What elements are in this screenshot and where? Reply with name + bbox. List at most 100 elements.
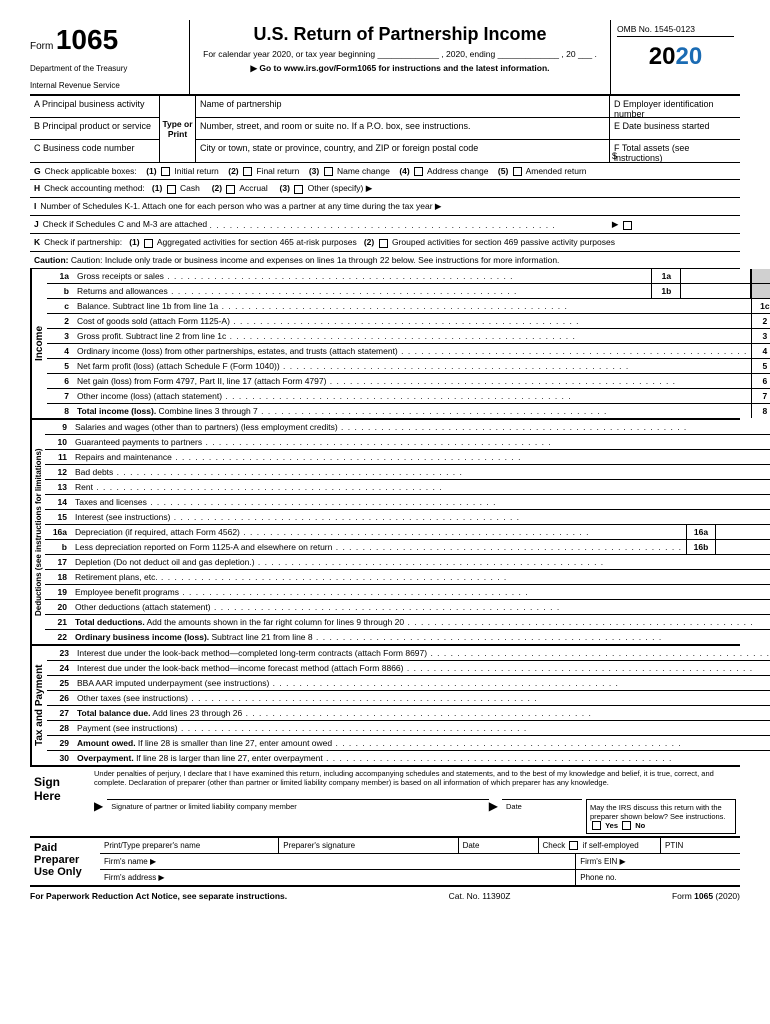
line-description: Taxes and licenses (71, 495, 770, 509)
line-description: Ordinary business income (loss). Subtrac… (71, 630, 770, 644)
amount-line-number: 8 (751, 404, 770, 418)
line-description: Overpayment. If line 28 is larger than l… (73, 751, 770, 765)
preparer-self-employed: Check if self-employed (539, 838, 662, 853)
checkbox-address-change[interactable] (414, 167, 423, 176)
partnership-name-field[interactable]: Name of partnership (196, 96, 609, 118)
firm-name-field[interactable]: Firm's name ▶ (100, 854, 576, 869)
checkbox-discuss-no[interactable] (622, 821, 631, 830)
sub-line-number: 16b (686, 540, 716, 554)
address-field[interactable]: Number, street, and room or suite no. If… (196, 118, 609, 140)
phone-field[interactable]: Phone no. (576, 870, 740, 885)
line-number: 28 (47, 721, 73, 735)
checkbox-cash[interactable] (167, 185, 176, 194)
checkbox-aggregated[interactable] (144, 239, 153, 248)
line-description: Interest due under the look-back method—… (73, 646, 770, 660)
sub-amount-field[interactable] (716, 540, 770, 554)
field-e[interactable]: E Date business started (610, 118, 740, 140)
tax-year: 2020 (617, 43, 734, 71)
line-8: 8Total income (loss). Combine lines 3 th… (47, 404, 770, 418)
sub-line-number: 1a (651, 269, 681, 283)
preparer-date-field[interactable]: Date (459, 838, 539, 853)
line-19: 19Employee benefit programs19 (45, 585, 770, 600)
line-number: 2 (47, 314, 73, 328)
checkbox-grouped[interactable] (379, 239, 388, 248)
line-29: 29Amount owed. If line 28 is smaller tha… (47, 736, 770, 751)
checkbox-final-return[interactable] (243, 167, 252, 176)
dept-line1: Department of the Treasury (30, 64, 183, 73)
footer-left: For Paperwork Reduction Act Notice, see … (30, 891, 287, 901)
preparer-name-field[interactable]: Print/Type preparer's name (100, 838, 279, 853)
line-description: Net farm profit (loss) (attach Schedule … (73, 359, 751, 373)
line-number: 11 (45, 450, 71, 464)
deductions-section-label: Deductions (see instructions for limitat… (30, 420, 45, 644)
paid-preparer-label: Paid Preparer Use Only (30, 838, 100, 885)
omb-number: OMB No. 1545-0123 (617, 24, 734, 37)
line-number: 5 (47, 359, 73, 373)
checkbox-self-employed[interactable] (569, 841, 578, 850)
ptin-field[interactable]: PTIN (661, 838, 740, 853)
line-number: c (47, 299, 73, 313)
line-description: Gross receipts or sales (73, 269, 651, 283)
field-c[interactable]: C Business code number (30, 140, 159, 162)
footer-right: Form 1065 (2020) (672, 891, 740, 901)
sub-amount-field[interactable] (681, 284, 751, 298)
sub-amount-field[interactable] (716, 525, 770, 539)
amount-line-number: 4 (751, 344, 770, 358)
line-16a: 16aDepreciation (if required, attach For… (45, 525, 770, 540)
caution-line: Caution: Caution: Include only trade or … (30, 252, 740, 269)
line-j: JCheck if Schedules C and M-3 are attach… (30, 216, 740, 234)
line-number: 22 (45, 630, 71, 644)
checkbox-schedules-attached[interactable] (623, 221, 632, 230)
line-9: 9Salaries and wages (other than to partn… (45, 420, 770, 435)
checkbox-accrual[interactable] (226, 185, 235, 194)
line-number: 9 (45, 420, 71, 434)
preparer-sig-field[interactable]: Preparer's signature (279, 838, 458, 853)
amount-line-number: 5 (751, 359, 770, 373)
checkbox-name-change[interactable] (324, 167, 333, 176)
line-description: Depletion (Do not deduct oil and gas dep… (71, 555, 770, 569)
line-10: 10Guaranteed payments to partners10 (45, 435, 770, 450)
field-f[interactable]: F Total assets (see instructions) $ (610, 140, 740, 162)
line-number: 4 (47, 344, 73, 358)
line-description: Other income (loss) (attach statement) (73, 389, 751, 403)
signature-date-field[interactable]: Date (502, 799, 582, 835)
tax-section-label: Tax and Payment (30, 646, 47, 765)
entity-info-section: A Principal business activity B Principa… (30, 96, 740, 163)
line-14: 14Taxes and licenses14 (45, 495, 770, 510)
line-description: Interest due under the look-back method—… (73, 661, 770, 675)
form-title: U.S. Return of Partnership Income (198, 24, 602, 45)
field-d[interactable]: D Employer identification number (610, 96, 740, 118)
checkbox-amended-return[interactable] (513, 167, 522, 176)
line-description: Other taxes (see instructions) (73, 691, 770, 705)
date-arrow-icon: ▶ (489, 799, 498, 835)
line-21: 21Total deductions. Add the amounts show… (45, 615, 770, 630)
checkbox-initial-return[interactable] (161, 167, 170, 176)
line-description: Ordinary income (loss) from other partne… (73, 344, 751, 358)
line-description: Repairs and maintenance (71, 450, 770, 464)
line-number: 16a (45, 525, 71, 539)
checkbox-discuss-yes[interactable] (592, 821, 601, 830)
firm-address-field[interactable]: Firm's address ▶ (100, 870, 576, 885)
city-field[interactable]: City or town, state or province, country… (196, 140, 609, 162)
field-a[interactable]: A Principal business activity (30, 96, 159, 118)
form-number: 1065 (56, 24, 118, 55)
sub-line-number: 16a (686, 525, 716, 539)
line-number: 13 (45, 480, 71, 494)
line-number: 3 (47, 329, 73, 343)
line-description: Retirement plans, etc. (71, 570, 770, 584)
sub-amount-field[interactable] (681, 269, 751, 283)
income-section-label: Income (30, 269, 47, 418)
firm-ein-field[interactable]: Firm's EIN ▶ (576, 854, 740, 869)
checkbox-other[interactable] (294, 185, 303, 194)
line-26: 26Other taxes (see instructions)26 (47, 691, 770, 706)
line-description: Other deductions (attach statement) (71, 600, 770, 614)
line-description: Payment (see instructions) (73, 721, 770, 735)
line-k: KCheck if partnership: (1) Aggregated ac… (30, 234, 740, 251)
line-number: 21 (45, 615, 71, 629)
line-description: Interest (see instructions) (71, 510, 770, 524)
signature-field[interactable]: Signature of partner or limited liabilit… (107, 799, 489, 835)
field-b[interactable]: B Principal product or service (30, 118, 159, 140)
line-description: Less depreciation reported on Form 1125-… (71, 540, 686, 554)
line-b: bReturns and allowances1b (47, 284, 770, 299)
form-word: Form (30, 41, 53, 52)
